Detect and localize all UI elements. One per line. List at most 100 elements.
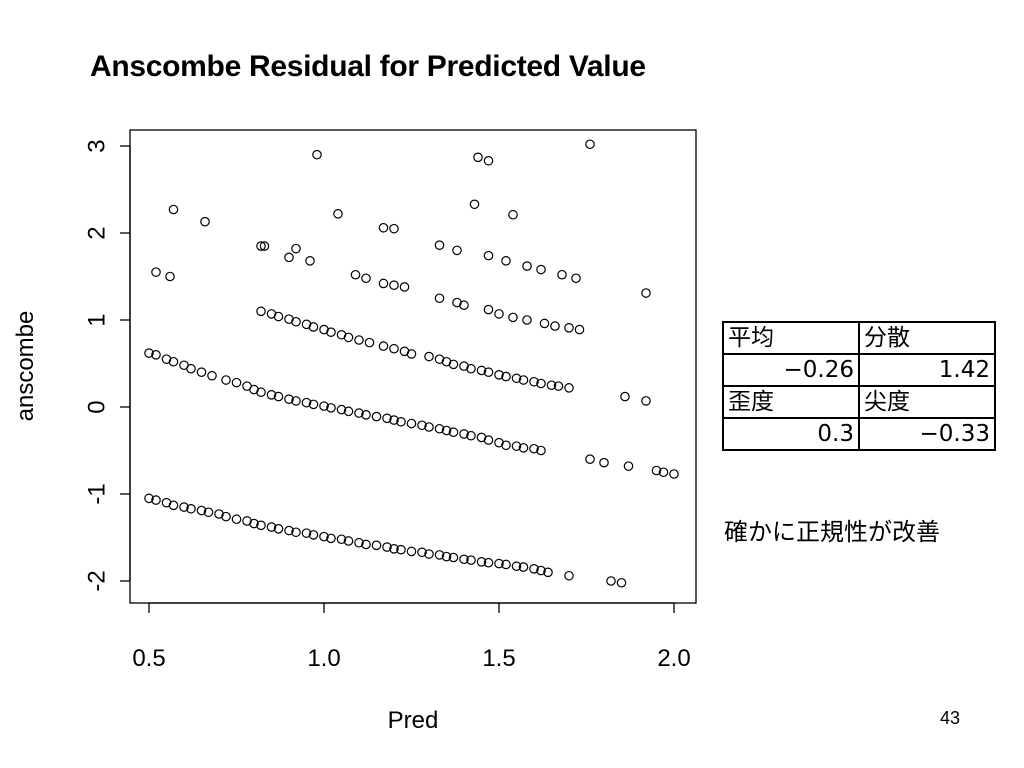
stats-value-row-2: 0.3 −0.33 (722, 417, 996, 451)
data-point (539, 318, 550, 329)
data-point (483, 367, 494, 377)
y-tick-label: -2 (84, 570, 111, 591)
data-point (326, 533, 336, 544)
page-number: 43 (940, 708, 961, 728)
data-point (291, 527, 301, 538)
data-point (144, 493, 154, 504)
x-axis-label: Pred (388, 707, 439, 734)
data-point (259, 241, 270, 251)
data-point (536, 264, 546, 275)
data-point (406, 546, 417, 557)
data-point (585, 139, 595, 150)
data-point (434, 293, 445, 304)
data-point (284, 394, 294, 404)
data-point (396, 544, 406, 555)
data-point (301, 397, 312, 408)
data-point (536, 445, 546, 456)
data-point (168, 500, 179, 511)
data-point (382, 542, 392, 552)
data-point (343, 536, 354, 546)
y-axis-label: anscombe (12, 311, 39, 422)
data-point (336, 534, 347, 545)
data-point (641, 288, 651, 298)
data-point (557, 269, 567, 280)
plot-frame (129, 129, 697, 604)
data-point (343, 332, 354, 343)
kurtosis-value: −0.33 (858, 417, 996, 451)
data-point (284, 252, 294, 263)
data-point (494, 370, 504, 380)
stats-header-row-2: 歪度 尖度 (722, 385, 996, 419)
data-point (441, 551, 452, 562)
data-point (476, 365, 487, 376)
data-point (231, 377, 242, 388)
data-point (518, 443, 529, 453)
data-point (291, 316, 301, 327)
data-point (256, 520, 266, 531)
data-point (396, 416, 406, 427)
data-point (273, 391, 284, 402)
data-point (186, 363, 196, 374)
data-point (326, 403, 336, 413)
data-point (350, 269, 361, 280)
data-point (511, 561, 522, 572)
data-point (459, 554, 469, 565)
data-point (231, 514, 242, 525)
data-point (151, 267, 161, 277)
data-point (196, 367, 207, 377)
data-point (434, 550, 445, 560)
data-point (543, 567, 553, 578)
data-point (151, 349, 161, 360)
data-point (483, 557, 494, 568)
data-point (168, 356, 179, 367)
data-point (483, 250, 494, 261)
data-point (501, 256, 511, 266)
data-point (319, 401, 329, 411)
data-point (186, 503, 196, 514)
data-point (522, 261, 532, 271)
data-point (494, 558, 504, 569)
data-point (256, 241, 266, 251)
data-point (378, 341, 389, 351)
data-point (203, 507, 214, 518)
data-point (308, 399, 319, 410)
data-point (508, 209, 518, 220)
data-point (207, 370, 217, 381)
data-point (448, 552, 459, 563)
y-tick-label: 3 (84, 139, 111, 152)
data-point (305, 256, 315, 266)
data-point (389, 415, 399, 425)
variance-label: 分散 (858, 321, 996, 355)
data-point (326, 327, 336, 337)
data-point (361, 539, 371, 550)
data-point (424, 422, 434, 432)
data-point (165, 271, 175, 282)
data-point (406, 349, 417, 359)
data-point (469, 199, 480, 210)
data-point (249, 518, 259, 529)
y-tick-label: -1 (84, 483, 111, 504)
data-point (459, 300, 469, 311)
data-point (382, 413, 392, 424)
data-point (651, 465, 662, 476)
data-point (483, 304, 494, 315)
data-point (529, 564, 539, 574)
data-point (434, 240, 445, 250)
skewness-value: 0.3 (722, 417, 860, 451)
kurtosis-label: 尖度 (858, 385, 996, 419)
mean-label: 平均 (722, 321, 860, 355)
data-point (441, 425, 452, 436)
data-point (494, 309, 504, 319)
data-point (256, 306, 266, 317)
data-point (448, 359, 459, 370)
data-point (511, 441, 522, 451)
data-point (522, 315, 532, 325)
data-point (501, 559, 511, 570)
data-point (221, 511, 231, 522)
data-point (284, 525, 294, 536)
data-point (406, 418, 417, 429)
data-point (434, 423, 445, 434)
y-tick-label: 1 (84, 313, 111, 326)
data-point (151, 495, 161, 505)
data-point (564, 570, 574, 581)
